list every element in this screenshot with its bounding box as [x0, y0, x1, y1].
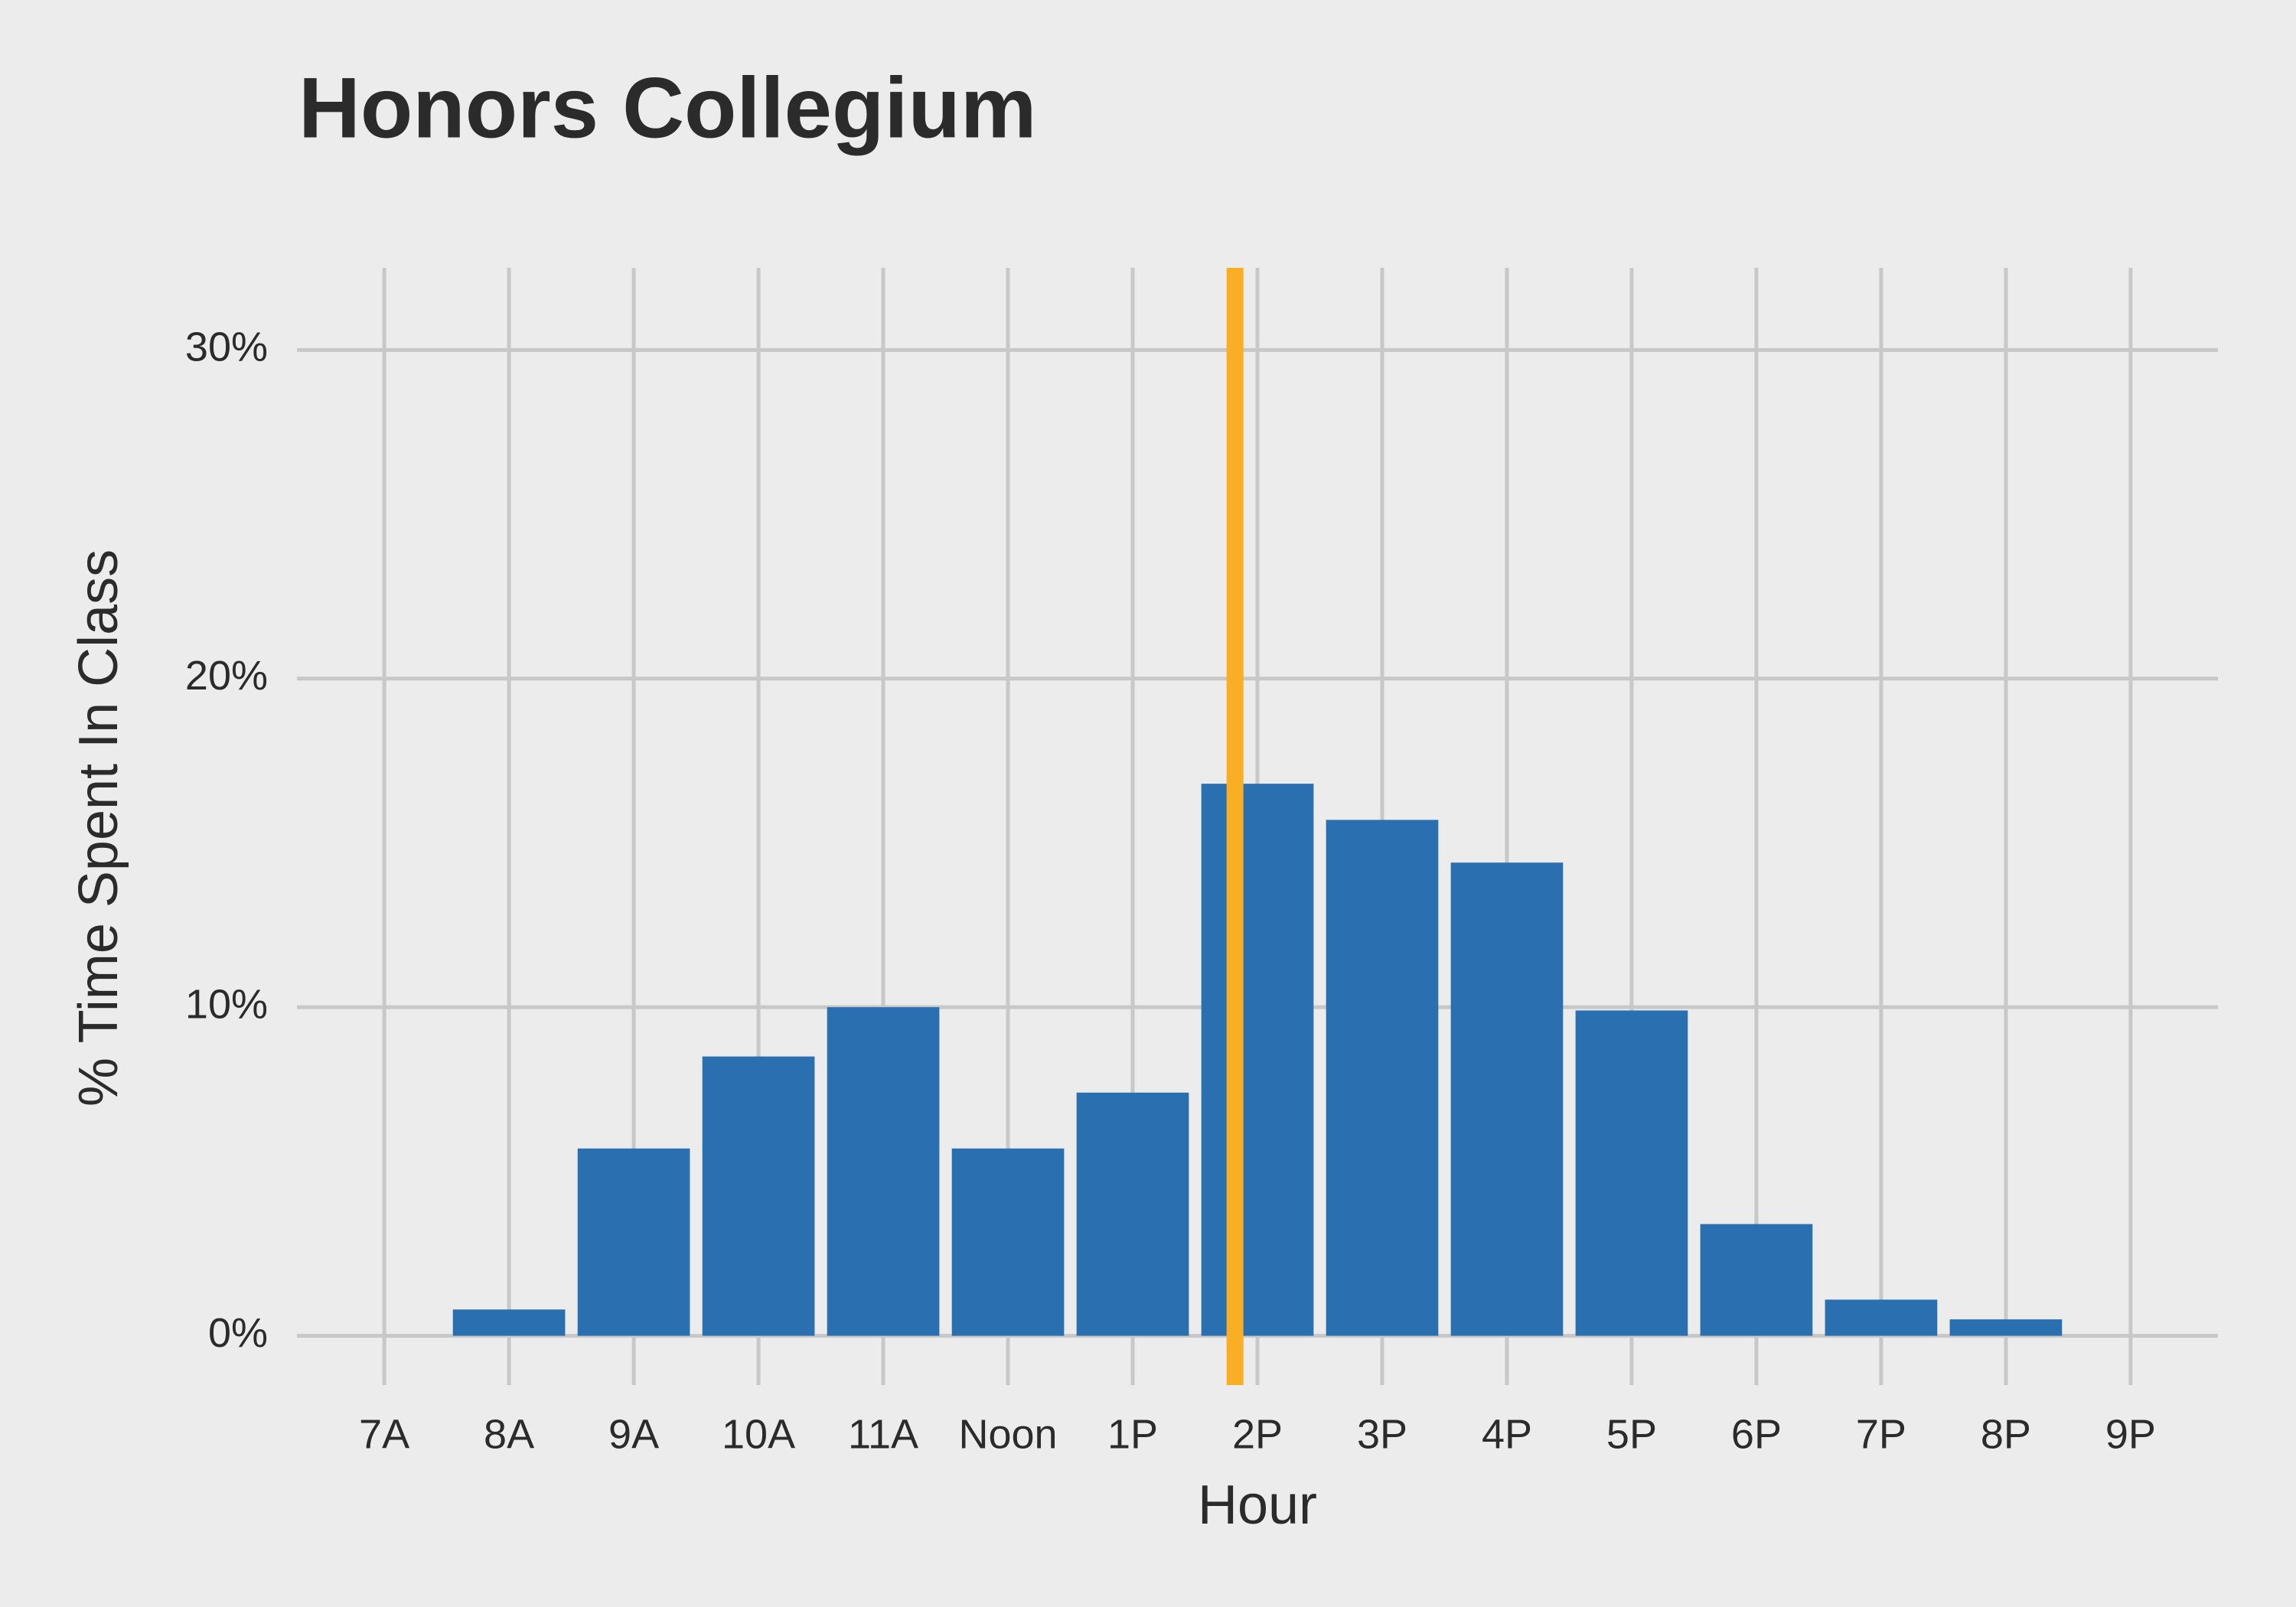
bar — [1825, 1299, 1938, 1336]
x-tick-label: Noon — [958, 1411, 1057, 1457]
bar — [1201, 784, 1314, 1336]
x-tick-label: 5P — [1606, 1411, 1657, 1457]
bar — [1326, 820, 1439, 1336]
x-tick-label: 11A — [848, 1411, 918, 1457]
bar — [1575, 1010, 1688, 1336]
x-tick-label: 10A — [722, 1411, 795, 1457]
y-tick-label: 0% — [208, 1310, 268, 1356]
x-tick-label: 7P — [1856, 1411, 1906, 1457]
bar — [1949, 1319, 2063, 1336]
x-tick-label: 7A — [359, 1411, 409, 1457]
bar — [577, 1148, 690, 1336]
y-tick-label: 30% — [185, 324, 268, 370]
y-tick-label: 10% — [185, 981, 268, 1027]
bar — [827, 1007, 940, 1336]
x-tick-label: 3P — [1357, 1411, 1407, 1457]
bar — [1700, 1224, 1813, 1336]
x-tick-label: 8P — [1981, 1411, 2031, 1457]
x-axis-title: Hour — [1198, 1475, 1317, 1536]
y-tick-label: 20% — [185, 653, 268, 699]
x-tick-label: 8A — [484, 1411, 534, 1457]
x-tick-label: 6P — [1731, 1411, 1782, 1457]
y-axis-title: % Time Spent In Class — [68, 549, 129, 1107]
x-tick-label: 4P — [1482, 1411, 1532, 1457]
bar — [951, 1148, 1065, 1336]
bar — [1450, 862, 1564, 1336]
chart-title: Honors Collegium — [298, 60, 1036, 156]
bar — [702, 1056, 815, 1336]
x-tick-label: 1P — [1107, 1411, 1158, 1457]
x-tick-label: 9P — [2105, 1411, 2156, 1457]
bar — [1076, 1092, 1189, 1336]
x-tick-label: 9A — [608, 1411, 659, 1457]
bar — [452, 1309, 566, 1336]
x-tick-label: 2P — [1232, 1411, 1283, 1457]
